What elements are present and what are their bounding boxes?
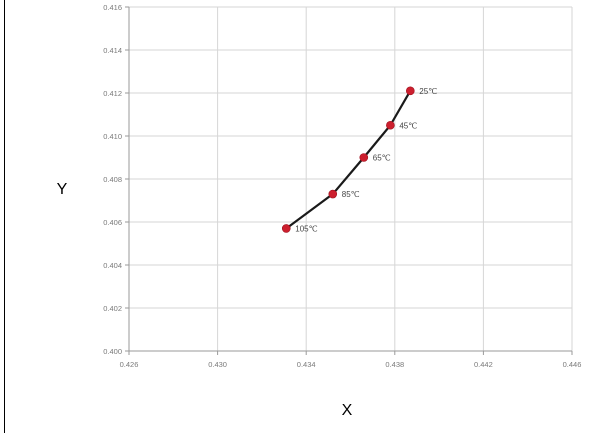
y-tick-label: 0.410 xyxy=(103,132,122,141)
x-tick-label: 0.430 xyxy=(208,360,227,369)
data-label: 65℃ xyxy=(373,154,391,163)
x-tick-label: 0.426 xyxy=(120,360,139,369)
data-label: 105℃ xyxy=(295,224,317,233)
x-tick-label: 0.434 xyxy=(297,360,316,369)
series-line xyxy=(285,89,412,230)
x-tick-label: 0.446 xyxy=(563,360,582,369)
y-tick-label: 0.416 xyxy=(103,3,122,12)
data-label: 45℃ xyxy=(399,121,417,130)
grid-lines xyxy=(128,6,573,352)
data-point xyxy=(328,189,338,199)
axes xyxy=(125,6,573,355)
data-point xyxy=(386,120,395,130)
y-tick-label: 0.408 xyxy=(103,175,122,184)
y-tick-label: 0.402 xyxy=(103,304,122,313)
y-tick-label: 0.404 xyxy=(103,261,122,270)
series-group xyxy=(281,86,415,233)
y-tick-label: 0.412 xyxy=(103,89,122,98)
y-axis-title: Y xyxy=(57,181,68,198)
x-tick-label: 0.438 xyxy=(385,360,404,369)
x-axis-title: X xyxy=(342,402,353,419)
y-tick-label: 0.414 xyxy=(103,46,122,55)
point-labels: 25℃ 45℃ 65℃ 85℃ 105℃ xyxy=(295,87,437,234)
y-tick-label: 0.406 xyxy=(103,218,122,227)
data-label: 25℃ xyxy=(419,87,437,96)
left-border xyxy=(4,0,5,433)
tick-labels: 0.400 0.402 0.404 0.406 0.408 0.410 0.412 0.414… xyxy=(103,3,581,369)
data-label: 85℃ xyxy=(342,190,360,199)
y-tick-label: 0.400 xyxy=(103,347,122,356)
data-point xyxy=(359,153,369,162)
data-point xyxy=(281,224,291,233)
x-tick-label: 0.442 xyxy=(474,360,493,369)
data-point xyxy=(406,86,415,96)
